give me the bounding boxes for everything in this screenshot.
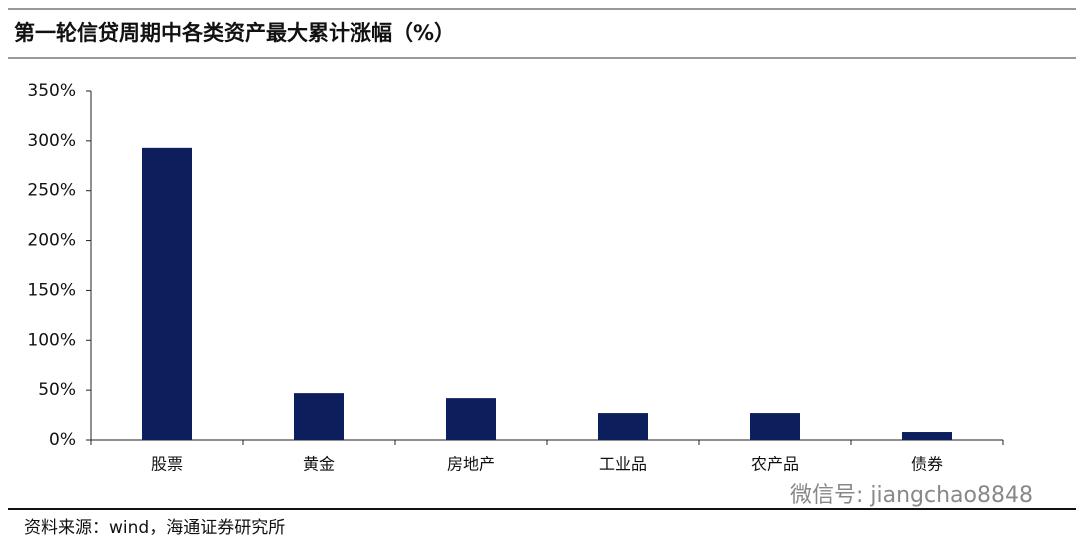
y-tick-label: 200% (27, 231, 76, 251)
bar (446, 398, 496, 440)
chart-title: 第一轮信贷周期中各类资产最大累计涨幅（%） (14, 21, 455, 45)
y-tick-label: 100% (27, 330, 76, 350)
source-note: 资料来源：wind，海通证券研究所 (24, 518, 285, 538)
x-tick-label: 股票 (151, 455, 183, 474)
y-tick-label: 250% (27, 181, 76, 201)
bar (294, 393, 344, 440)
y-tick-label: 300% (27, 131, 76, 151)
bar (750, 413, 800, 440)
watermark: 微信号: jiangchao8848 (790, 483, 1033, 508)
x-tick-label: 黄金 (303, 455, 335, 474)
x-tick-label: 农产品 (751, 455, 799, 474)
y-tick-label: 50% (38, 380, 76, 400)
x-tick-label: 工业品 (599, 455, 647, 474)
y-tick-label: 150% (27, 280, 76, 300)
x-tick-label: 债券 (911, 455, 943, 474)
bar (142, 147, 192, 440)
x-tick-label: 房地产 (447, 455, 495, 474)
y-tick-label: 350% (27, 81, 76, 101)
bar (598, 413, 648, 440)
bar (902, 432, 952, 440)
y-tick-label: 0% (49, 430, 76, 450)
